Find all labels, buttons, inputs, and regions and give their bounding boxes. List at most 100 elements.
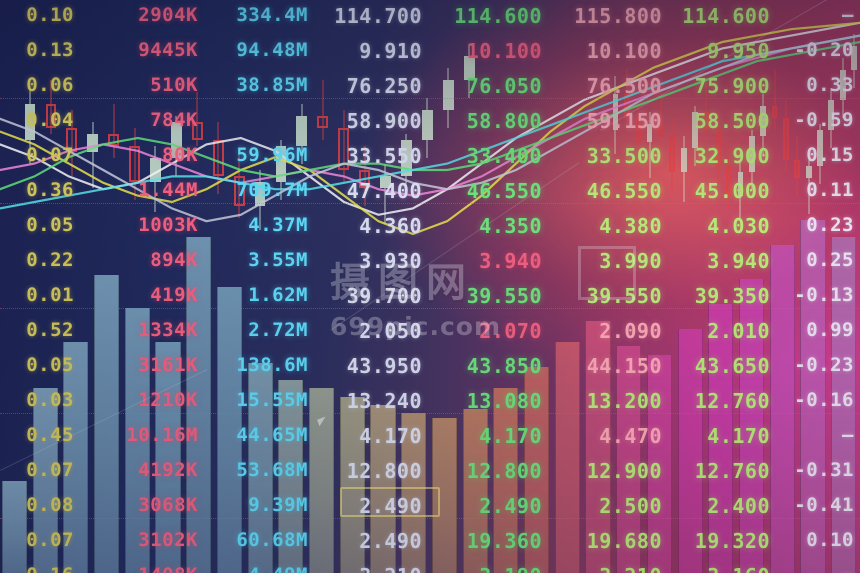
cell-volume_k: 1334K [76, 319, 198, 341]
candle-body [24, 104, 36, 140]
bar-b2 [32, 388, 58, 573]
cell-net_change: 0.15 [768, 144, 854, 166]
cell-net_change: — [768, 4, 854, 26]
cell-net_change: -0.41 [768, 494, 854, 516]
cell-low: 4.030 [652, 214, 770, 238]
cell-volume_k: 1003K [76, 214, 198, 236]
cell-change_pct: 0.05 [2, 214, 74, 236]
cell-high: 33.500 [540, 144, 662, 168]
cell-low: 9.950 [652, 39, 770, 63]
table-row[interactable]: 0.139445K94.48M9.91010.10010.1009.950-0.… [0, 31, 860, 66]
dotted-guide-line [0, 518, 860, 519]
candle-wick [796, 136, 798, 196]
ma-line-MA-cyan [0, 34, 860, 210]
candle-10 [714, 10, 721, 310]
table-row[interactable]: 0.521334K2.72M2.0502.0702.0902.0100.99 [0, 311, 860, 346]
candle-body [233, 176, 245, 206]
table-row[interactable]: 0.051003K4.37M4.3604.3504.3804.0300.23 [0, 206, 860, 241]
candle-body [150, 158, 161, 182]
cell-high: 2.090 [540, 319, 662, 343]
candle-wick [637, 100, 639, 166]
candle-body [254, 182, 266, 206]
table-row[interactable]: 0.083068K9.39M2.4902.4902.5002.400-0.41 [0, 486, 860, 521]
table-row[interactable]: 0.053161K138.6M43.95043.85044.15043.650-… [0, 346, 860, 381]
table-row[interactable]: 0.04784K 58.90058.80059.15058.500-0.59 [0, 101, 860, 136]
ma-line-MA-yellow [0, 21, 860, 236]
cell-low: 45.000 [652, 179, 770, 203]
cell-high: 3.210 [540, 564, 662, 573]
candle-wick [322, 80, 324, 140]
table-row[interactable]: 0.0780K59.96M33.55033.40033.50032.9000.1… [0, 136, 860, 171]
cell-low: 12.760 [652, 389, 770, 413]
bar-b14 [401, 413, 427, 573]
table-row[interactable]: 0.031210K15.55M13.24013.08013.20012.760-… [0, 381, 860, 416]
candle-wick [649, 112, 651, 178]
bar-b1 [1, 480, 27, 573]
candle-body [296, 116, 308, 146]
cell-change_pct: 0.05 [2, 354, 74, 376]
cell-bid: 13.240 [300, 389, 422, 413]
cell-high: 19.680 [540, 529, 662, 553]
table-row[interactable]: 0.074192K53.68M12.80012.80012.90012.760-… [0, 451, 860, 486]
candle-body [635, 118, 642, 142]
cell-net_change: — [768, 564, 854, 573]
candle-body [703, 112, 710, 130]
candle-15 [317, 20, 329, 320]
candlestick-chart-right [610, 10, 860, 310]
candle-wick [728, 142, 730, 208]
candle-21 [442, 20, 454, 320]
candle-body [275, 146, 287, 182]
candle-8 [692, 10, 698, 310]
cell-change_pct: 0.04 [2, 109, 74, 131]
cell-bid: 2.490 [300, 494, 422, 518]
bar-b21 [616, 346, 642, 573]
table-row[interactable]: 0.361.44M709.7M47.40046.55046.55045.0000… [0, 171, 860, 206]
table-row[interactable]: 0.06510K38.85M76.25076.05076.50075.9000.… [0, 66, 860, 101]
cell-change_pct: 0.45 [2, 424, 74, 446]
candle-body [612, 94, 619, 130]
cell-low: 32.900 [652, 144, 770, 168]
cell-volume_k: 1210K [76, 389, 198, 411]
candle-body [400, 140, 412, 176]
candle-7 [680, 10, 687, 310]
table-row[interactable]: 0.073102K60.68M2.49019.36019.68019.3200.… [0, 521, 860, 556]
cell-bid: 43.950 [300, 354, 422, 378]
cell-net_change: -0.31 [768, 459, 854, 481]
candle-wick [774, 70, 776, 130]
cell-turnover_m: 59.96M [196, 144, 308, 166]
cell-high: 115.800 [540, 4, 662, 28]
cell-low: 39.350 [652, 284, 770, 308]
cell-volume_k: 894K [76, 249, 198, 271]
table-row[interactable]: 0.161408K4.49M3.2103.1903.2103.160— [0, 556, 860, 573]
candle-body [87, 134, 99, 152]
cell-bid: 2.050 [300, 319, 422, 343]
cell-high: 3.990 [540, 249, 662, 273]
cell-ask: 3.940 [420, 249, 542, 273]
candle-16 [338, 20, 350, 320]
cell-turnover_m: 15.55M [196, 389, 308, 411]
dotted-guide-line [0, 413, 860, 414]
cell-net_change: -0.13 [768, 284, 854, 306]
bar-b13 [370, 405, 396, 573]
table-row[interactable]: 0.4510.16M44.65M4.1704.1704.4704.170— [0, 416, 860, 451]
cell-turnover_m: 1.62M [196, 284, 308, 306]
cell-ask: 4.170 [420, 424, 542, 448]
candle-12 [737, 10, 744, 310]
candle-body [463, 56, 475, 80]
bar-b27 [800, 220, 826, 573]
table-row[interactable]: 0.102904K334.4M114.700114.600115.800114.… [0, 0, 860, 31]
bar-b9 [247, 363, 273, 573]
cell-bid: 33.550 [300, 144, 422, 168]
bar-b19 [554, 342, 580, 573]
cell-low: 114.600 [652, 4, 770, 28]
table-row[interactable]: 0.22894K3.55M3.9303.9403.9903.9400.25 [0, 241, 860, 276]
ma-line-MA-green [0, 40, 860, 191]
bar-b17 [493, 388, 519, 573]
bar-b12 [339, 396, 365, 573]
bar-b3 [63, 342, 89, 573]
cell-high: 13.200 [540, 389, 662, 413]
candle-body [828, 100, 835, 130]
cell-low: 4.170 [652, 424, 770, 448]
table-row[interactable]: 0.01419K1.62M39.70039.55039.55039.350-0.… [0, 276, 860, 311]
candle-body [794, 160, 801, 178]
